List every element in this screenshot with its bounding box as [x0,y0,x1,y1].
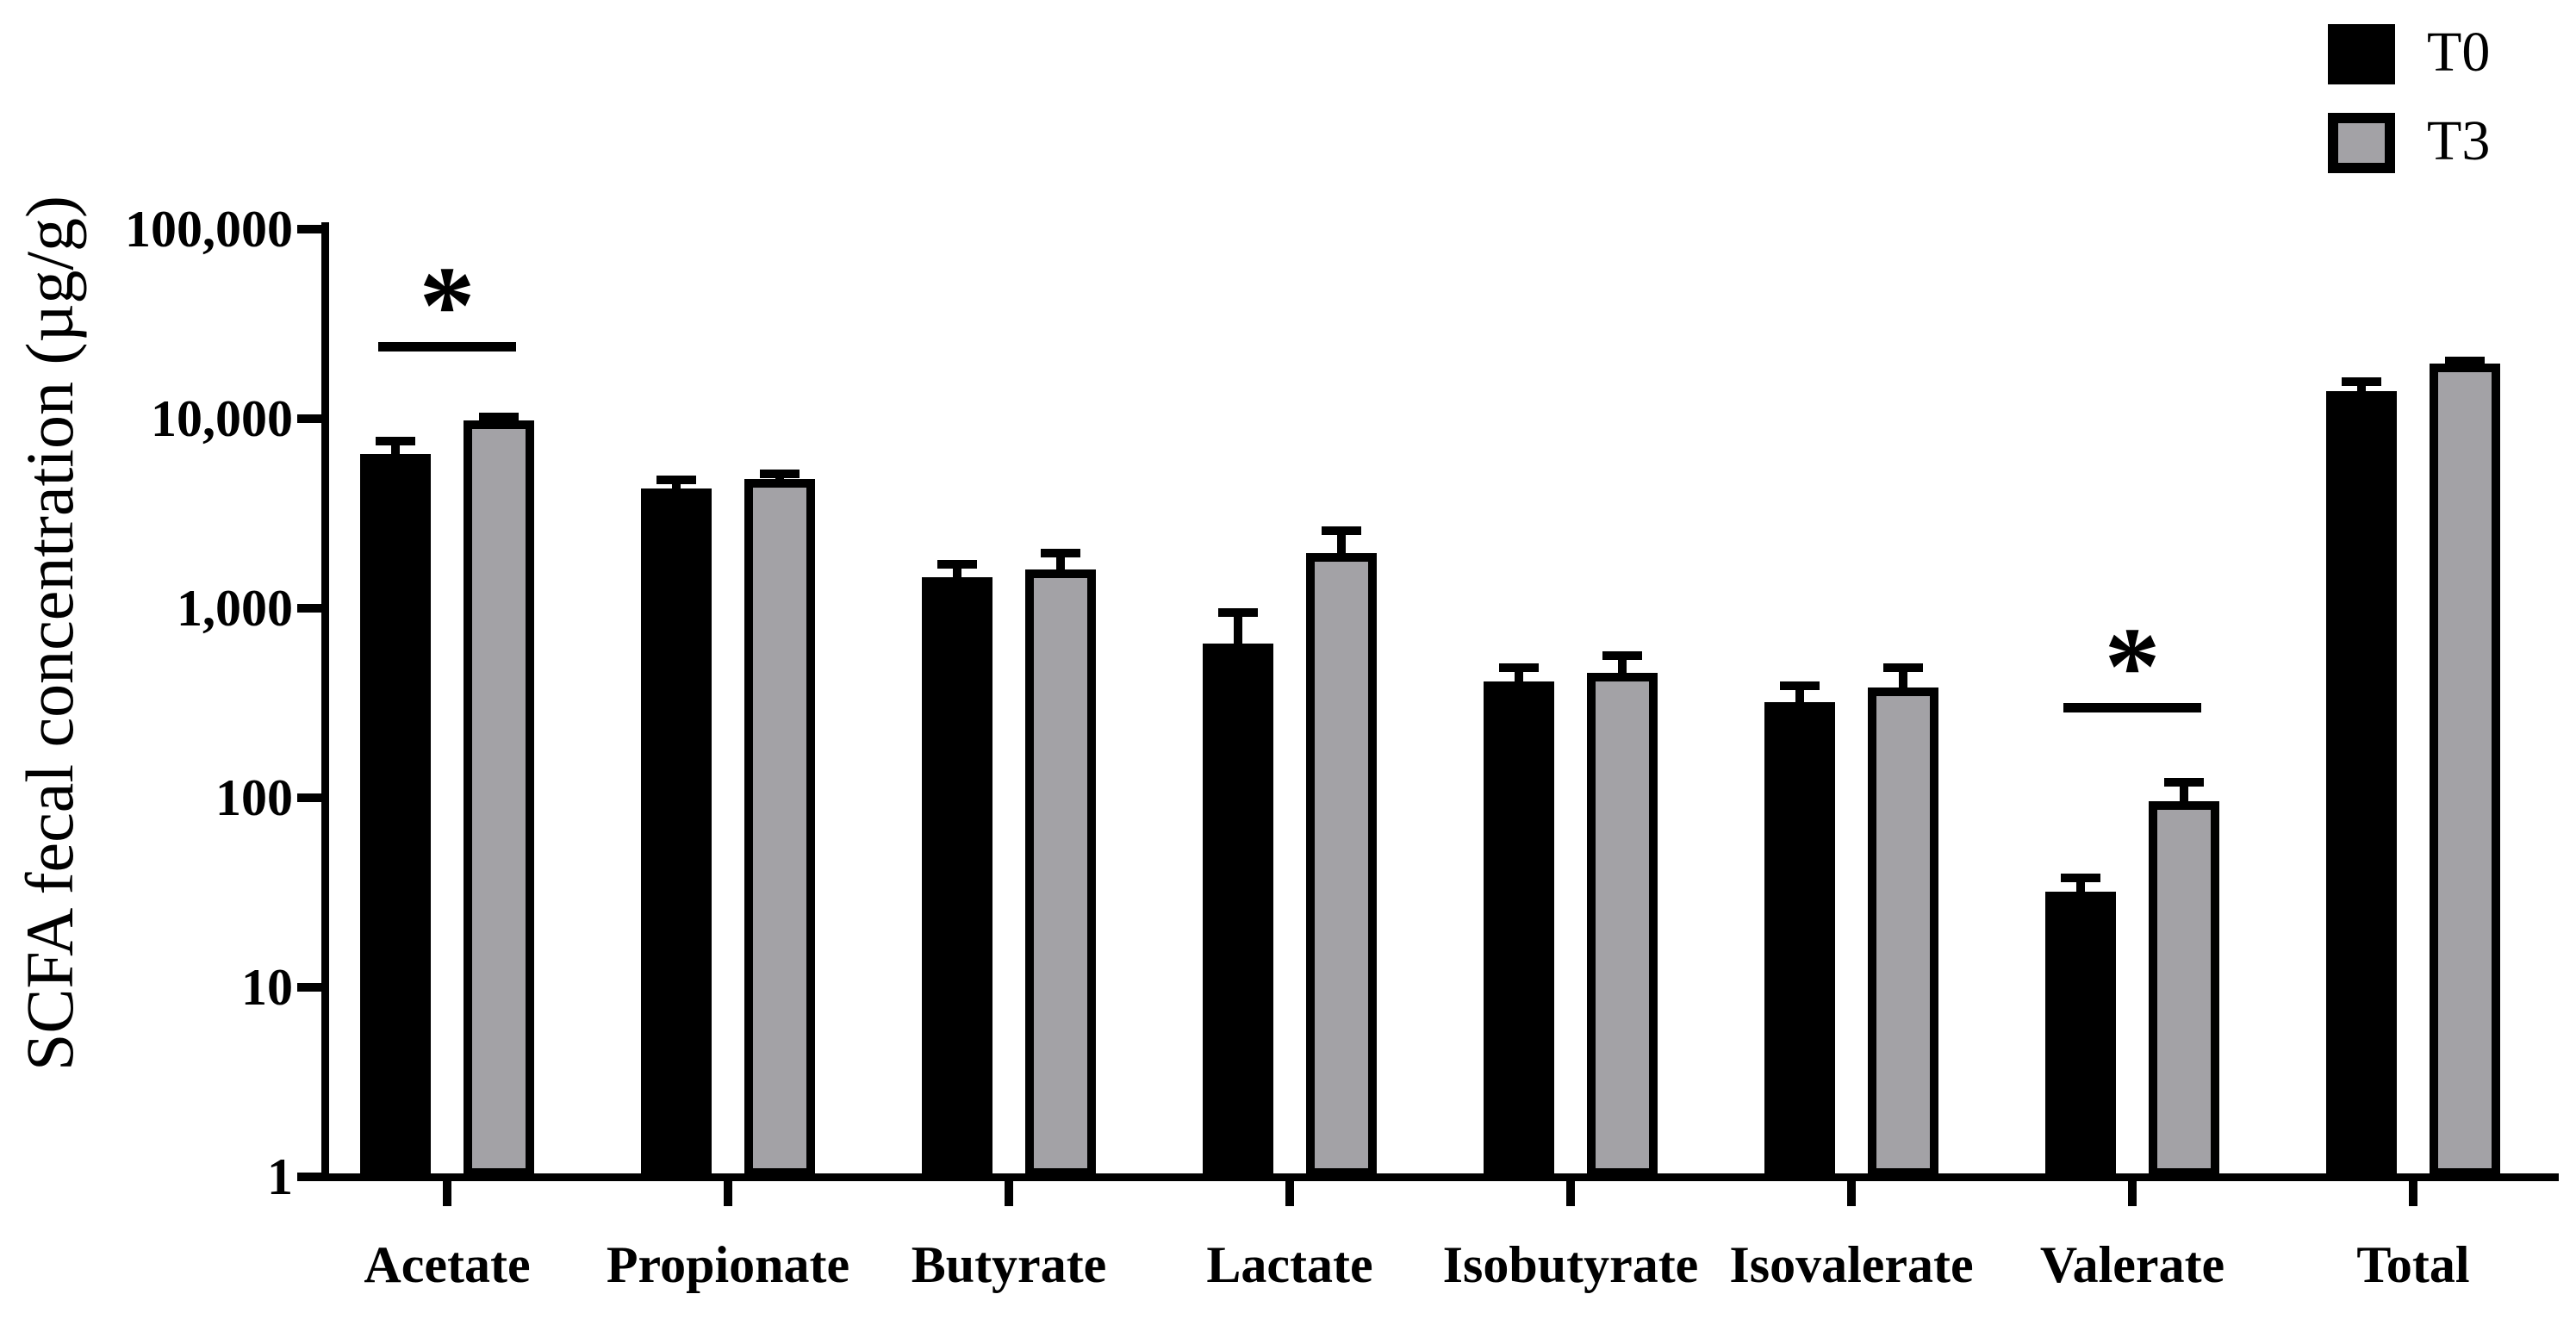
bar-t3-lactate [1306,553,1377,1177]
y-axis-line [321,222,329,1181]
error-whisker-t0-lactate [1234,612,1242,650]
error-whisker-t3-isovalerate [1899,667,1907,694]
x-tick-lactate [1285,1181,1294,1206]
y-tick-10 [297,983,329,992]
x-tick-acetate [443,1181,451,1206]
error-whisker-t3-valerate [2180,781,2188,806]
x-axis-label-propionate: Propionate [606,1236,850,1293]
error-whisker-t0-total [2357,381,2366,396]
significance-star-valerate: * [2104,605,2161,730]
error-whisker-t3-lactate [1337,530,1346,559]
y-tick-100-000 [297,225,329,233]
legend-swatch-t0 [2328,24,2395,84]
error-whisker-t0-acetate [391,440,400,460]
error-whisker-t3-isobutyrate [1618,655,1627,679]
bar-t0-acetate [360,454,431,1177]
bar-t0-total [2326,390,2397,1177]
legend-swatch-t3 [2328,113,2395,173]
error-cap-t0-valerate [2061,873,2100,882]
bar-t3-valerate [2149,800,2219,1177]
significance-star-acetate: * [419,244,476,369]
error-cap-t3-isobutyrate [1602,651,1642,661]
y-tick-label-1-000: 1,000 [177,580,293,637]
legend-label-t3: T3 [2427,109,2491,172]
error-whisker-t0-isovalerate [1795,685,1804,707]
bar-t3-acetate [464,420,534,1177]
significance-line-valerate [2063,703,2201,713]
error-cap-t3-lactate [1322,526,1361,536]
x-axis-label-isobutyrate: Isobutyrate [1442,1236,1699,1293]
legend-label-t0: T0 [2427,21,2491,84]
x-tick-isobutyrate [1566,1181,1575,1206]
y-tick-label-100-000: 100,000 [125,201,293,258]
error-cap-t3-valerate [2164,778,2204,787]
error-whisker-t0-isobutyrate [1515,667,1523,687]
legend-item-t3: T3 [2328,109,2576,182]
error-cap-t0-isobutyrate [1499,663,1539,673]
error-whisker-t0-butyrate [953,563,961,583]
bar-t0-isobutyrate [1484,681,1554,1177]
x-tick-isovalerate [1847,1181,1856,1206]
x-tick-valerate [2128,1181,2137,1206]
error-whisker-t3-propionate [775,472,784,485]
y-tick-100 [297,793,329,802]
x-axis-label-butyrate: Butyrate [911,1236,1107,1293]
error-cap-t3-propionate [760,469,800,478]
error-cap-t0-acetate [376,437,415,446]
bar-t0-lactate [1203,644,1273,1177]
x-tick-propionate [724,1181,732,1206]
error-whisker-t0-propionate [672,479,681,494]
error-cap-t0-isovalerate [1780,681,1820,691]
y-tick-label-10: 10 [241,959,293,1016]
x-axis-line [321,1173,2559,1181]
x-axis-label-lactate: Lactate [1206,1236,1373,1293]
bar-t0-butyrate [922,577,992,1177]
x-axis-label-isovalerate: Isovalerate [1729,1236,1974,1293]
bar-t3-isovalerate [1868,687,1938,1177]
bar-t0-propionate [641,488,712,1177]
error-cap-t3-isovalerate [1883,663,1923,673]
y-tick-label-10-000: 10,000 [151,390,293,447]
y-tick-label-100: 100 [215,769,293,826]
x-tick-butyrate [1005,1181,1013,1206]
x-tick-total [2409,1181,2417,1206]
bar-t3-isobutyrate [1587,673,1658,1177]
x-axis-label-acetate: Acetate [364,1236,531,1293]
error-cap-t0-propionate [656,476,696,485]
bar-t3-total [2430,364,2500,1177]
error-cap-t0-total [2342,377,2381,387]
error-cap-t3-butyrate [1041,549,1080,558]
x-axis-label-total: Total [2356,1236,2470,1293]
y-tick-10-000 [297,414,329,423]
significance-line-acetate [378,342,516,352]
bar-t0-isovalerate [1764,701,1835,1177]
error-cap-t0-lactate [1218,608,1258,617]
error-cap-t0-butyrate [937,559,977,569]
error-cap-t3-acetate [479,412,519,421]
error-cap-t3-total [2445,357,2485,366]
error-whisker-t3-butyrate [1056,552,1065,576]
bar-t3-propionate [744,479,815,1177]
error-whisker-t0-valerate [2076,876,2085,897]
y-tick-label-1: 1 [267,1148,293,1205]
bar-t3-butyrate [1025,569,1096,1177]
bar-t0-valerate [2045,891,2116,1177]
x-axis-label-valerate: Valerate [2039,1236,2225,1293]
y-tick-1 [297,1173,329,1181]
y-tick-1-000 [297,604,329,613]
legend-item-t0: T0 [2328,21,2576,93]
